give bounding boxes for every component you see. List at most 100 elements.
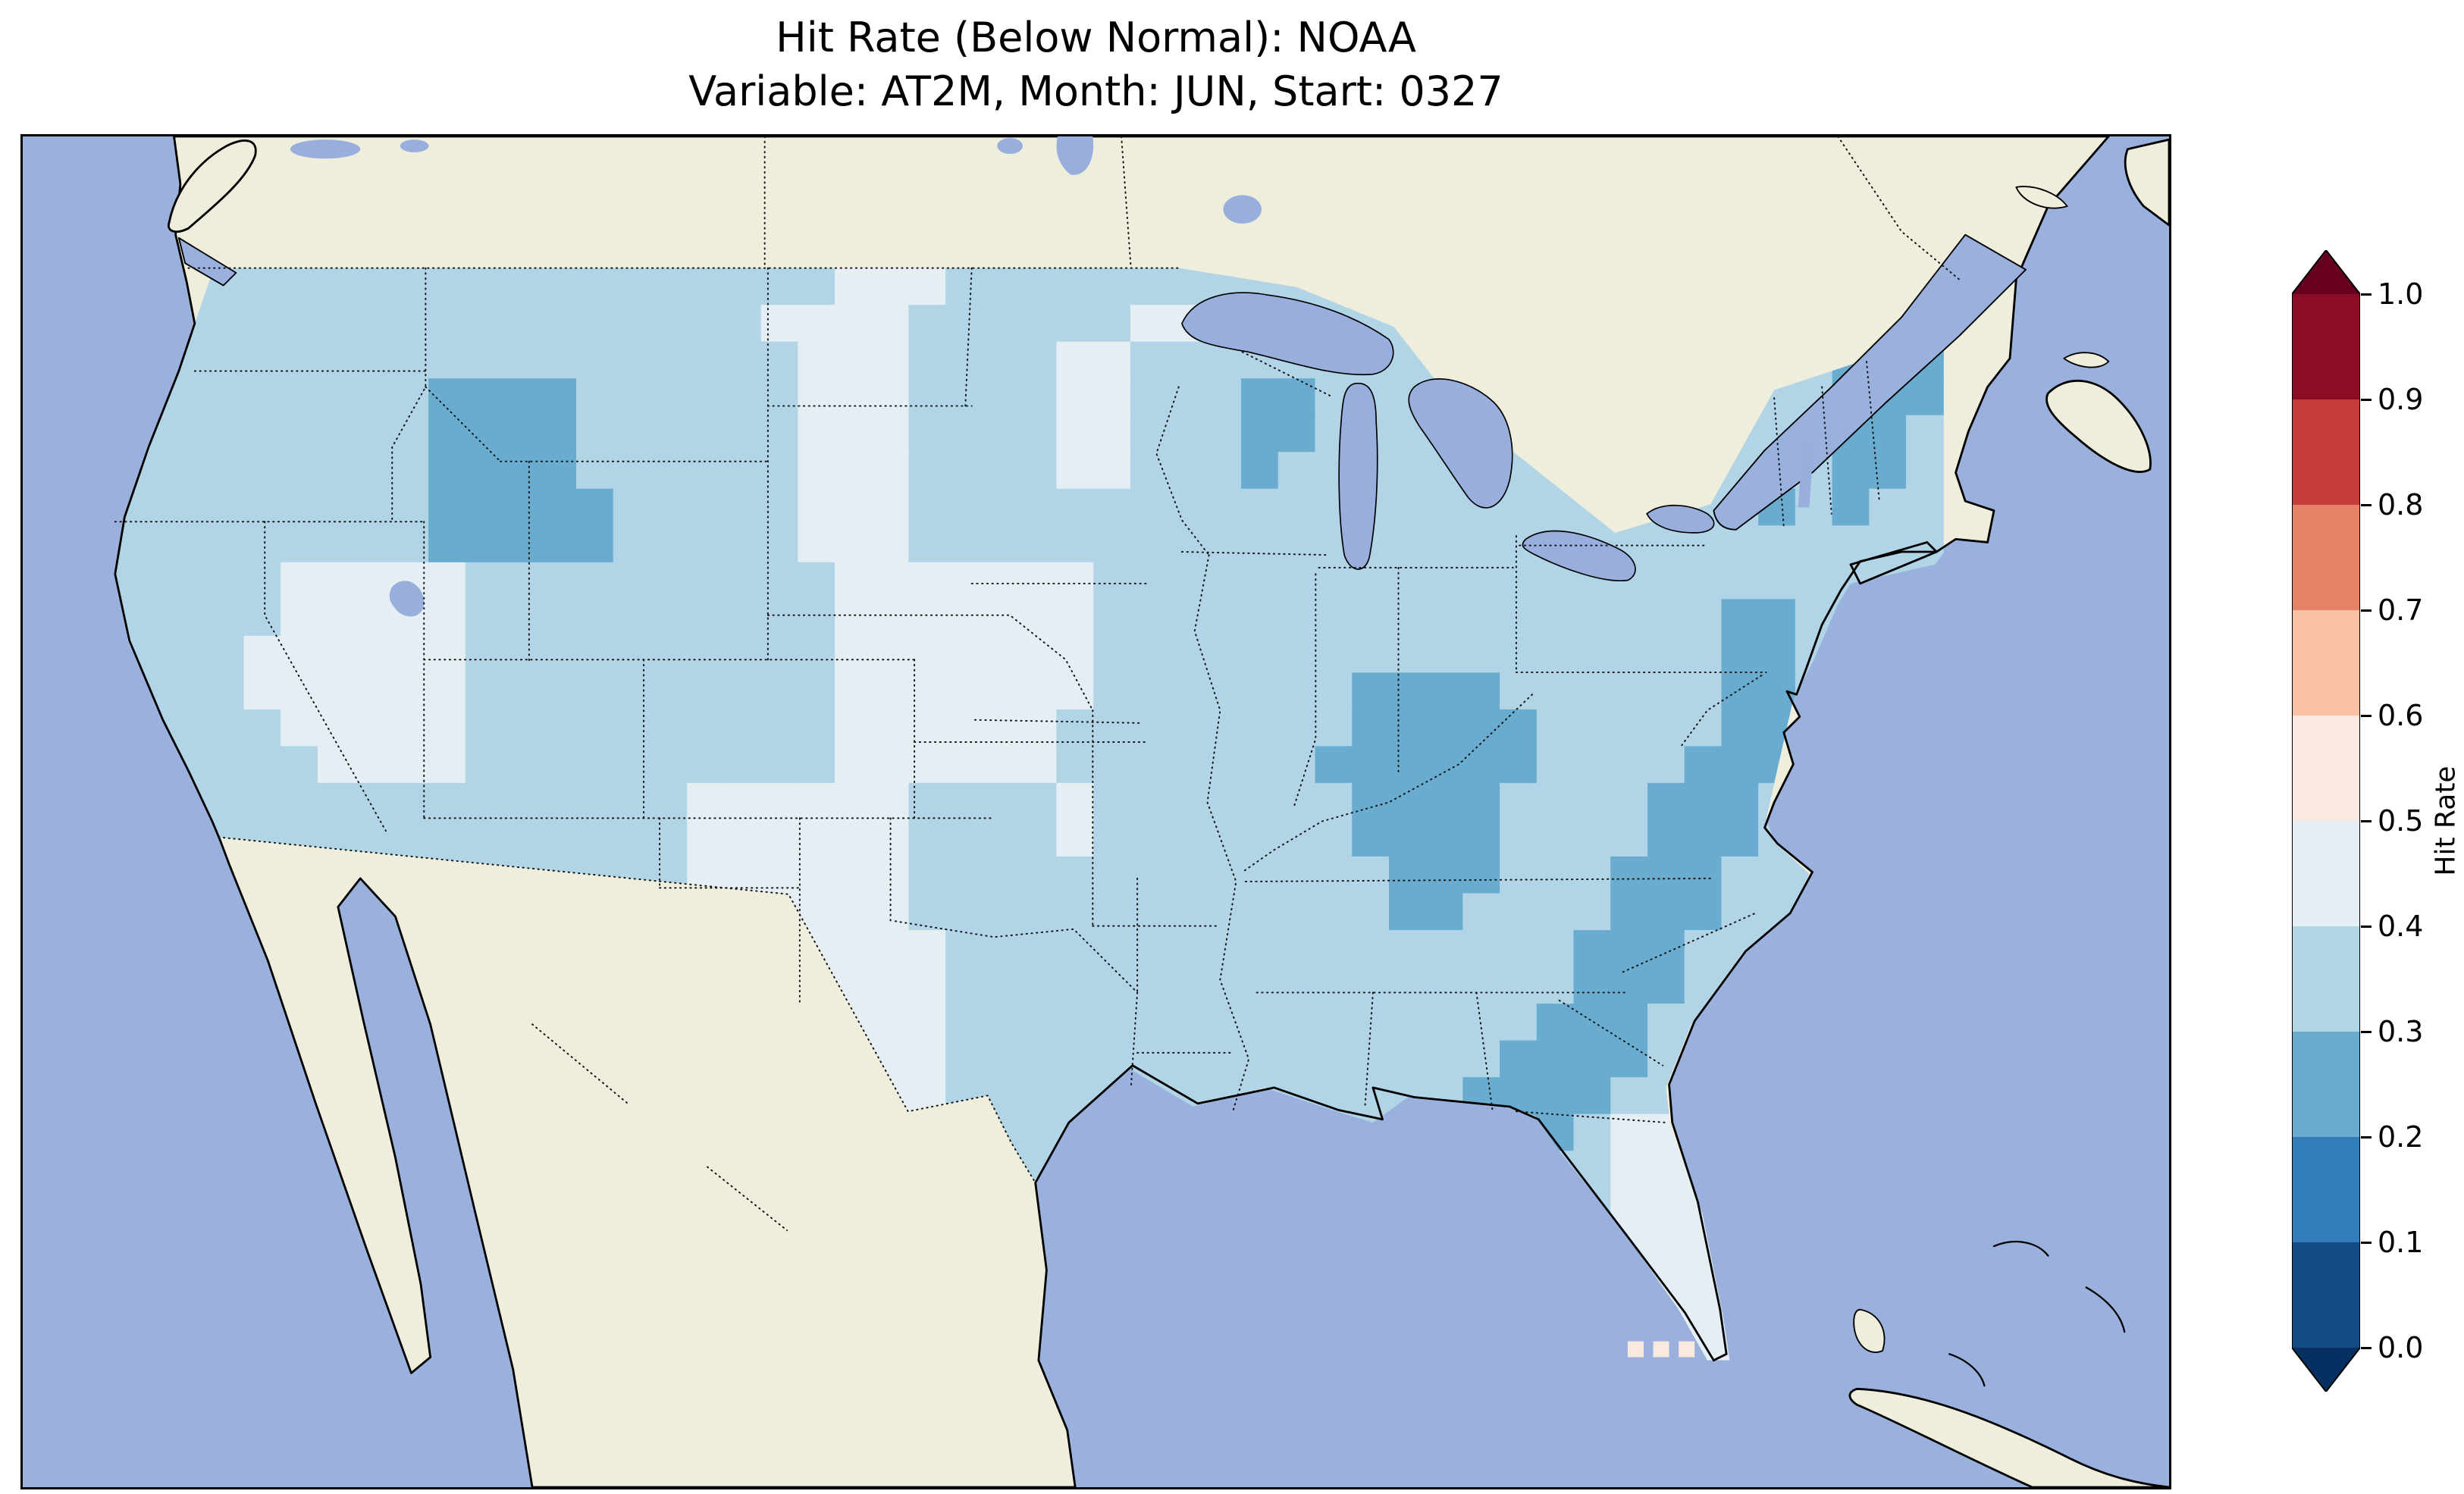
grid-cell — [613, 709, 651, 747]
grid-cell — [1315, 599, 1353, 637]
grid-cell — [798, 378, 836, 416]
grid-cell — [1425, 525, 1464, 563]
grid-cell — [1241, 599, 1279, 637]
grid-cell — [1536, 709, 1575, 747]
grid-cell — [871, 452, 910, 490]
grid-cell — [539, 452, 578, 490]
grid-cell — [502, 378, 541, 416]
grid-cell — [317, 525, 356, 563]
grid-cell — [1093, 1004, 1131, 1041]
grid-cell — [650, 746, 688, 784]
grid-cell — [687, 819, 725, 858]
grid-cell — [354, 782, 393, 821]
prince-edward-island — [2063, 352, 2110, 368]
grid-cell — [1167, 635, 1205, 674]
grid-cell — [1573, 599, 1612, 637]
grid-cell — [1647, 930, 1685, 968]
grid-cell — [354, 709, 393, 747]
grid-cell — [206, 525, 245, 563]
grid-cell — [1684, 562, 1723, 600]
grid-cell — [908, 415, 947, 453]
border-line — [1837, 136, 1960, 280]
grid-cell — [945, 1004, 984, 1041]
grid-cell — [1536, 819, 1575, 858]
grid-cell — [428, 599, 466, 637]
grid-cell — [1462, 966, 1501, 1005]
grid-cell — [502, 452, 541, 490]
grid-cell — [1241, 488, 1279, 527]
border-line — [766, 614, 1094, 712]
border-line — [707, 1166, 788, 1232]
grid-cell — [1093, 305, 1131, 343]
grid-cell — [650, 378, 688, 416]
grid-cell — [1610, 709, 1649, 747]
grid-cell — [1388, 893, 1427, 932]
grid-cell — [1500, 709, 1538, 747]
colorbar-band — [2292, 1032, 2360, 1138]
grid-cell — [982, 488, 1020, 527]
grid-cell — [1425, 966, 1464, 1005]
grid-cell — [871, 525, 910, 563]
grid-cell — [1462, 782, 1501, 821]
grid-cell — [1241, 415, 1279, 453]
grid-cell — [1500, 635, 1538, 674]
grid-cell — [1204, 488, 1243, 527]
grid-cell — [760, 305, 799, 343]
grid-cell — [502, 415, 541, 453]
bahamas-arc-3 — [1948, 1353, 1986, 1387]
grid-cell — [1277, 635, 1316, 674]
puget-sound — [177, 236, 237, 287]
colorbar-band — [2292, 610, 2360, 716]
grid-cell — [576, 268, 614, 306]
grid-cell — [1610, 782, 1649, 821]
grid-cell — [1019, 709, 1058, 747]
grid-cell — [1204, 856, 1243, 894]
grid-cell — [650, 452, 688, 490]
grid-cell — [1056, 893, 1095, 932]
grid-cell — [1462, 1004, 1501, 1041]
grid-cell — [723, 525, 762, 563]
grid-cell — [1721, 819, 1760, 858]
grid-cell — [613, 488, 651, 527]
grid-cell — [243, 305, 282, 343]
grid-cell — [1130, 488, 1168, 527]
grid-cell — [1019, 488, 1058, 527]
grid-cell — [687, 525, 725, 563]
grid-cell — [1653, 1341, 1669, 1358]
grid-cell — [1573, 1040, 1612, 1079]
grid-cell — [945, 268, 984, 306]
grid-cell — [1647, 1151, 1685, 1189]
grid-cell — [1093, 782, 1131, 821]
grid-cell — [1500, 488, 1538, 527]
grid-cell — [1130, 305, 1168, 343]
grid-cell — [539, 341, 578, 380]
chart-title-line2: Variable: AT2M, Month: JUN, Start: 0327 — [688, 67, 1503, 116]
grid-cell — [798, 672, 836, 710]
grid-cell — [539, 525, 578, 563]
grid-cell — [723, 415, 762, 453]
grid-cell — [1167, 268, 1205, 306]
grid-cell — [281, 709, 318, 747]
grid-cell — [1241, 1040, 1279, 1079]
grid-cell — [539, 415, 578, 453]
grid-cell — [1056, 709, 1095, 747]
grid-cell — [1130, 562, 1168, 600]
grid-cell — [982, 341, 1020, 380]
grid-cell — [576, 525, 614, 563]
grid-cell — [1277, 672, 1316, 710]
grid-cell — [1352, 672, 1390, 710]
grid-cell — [391, 709, 430, 747]
grid-cell — [982, 635, 1020, 674]
grid-cell — [760, 488, 799, 527]
grid-cell — [502, 341, 541, 380]
grid-cell — [1315, 893, 1353, 932]
grid-cell — [1352, 1077, 1390, 1115]
grid-cell — [391, 488, 430, 527]
grid-cell — [243, 562, 282, 600]
grid-cell — [835, 672, 873, 710]
grid-cell — [908, 452, 947, 490]
grid-cell — [206, 635, 245, 674]
colorbar-tick-mark — [2361, 1241, 2372, 1244]
lake-champlain — [1798, 440, 1814, 508]
grid-cell — [576, 488, 614, 527]
